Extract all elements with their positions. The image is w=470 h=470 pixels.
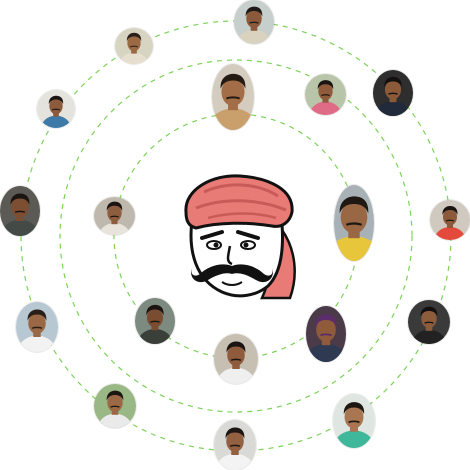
person-photo-icon [305, 74, 346, 115]
member-avatar[interactable] [408, 300, 450, 344]
person-photo-icon [0, 186, 40, 236]
person-photo-icon [212, 64, 254, 130]
member-avatar[interactable] [16, 302, 58, 352]
person-photo-icon [373, 70, 413, 116]
member-avatar[interactable] [94, 197, 135, 235]
person-photo-icon [234, 0, 274, 44]
member-avatar[interactable] [430, 200, 470, 240]
person-photo-icon [430, 200, 470, 240]
member-avatar[interactable] [214, 420, 256, 470]
member-avatar[interactable] [234, 0, 274, 44]
person-photo-icon [16, 302, 58, 352]
member-avatar[interactable] [135, 298, 175, 344]
person-photo-icon [94, 197, 135, 235]
member-avatar[interactable] [214, 334, 258, 384]
person-photo-icon [333, 394, 375, 448]
person-photo-icon [135, 298, 175, 344]
person-photo-icon [115, 28, 153, 64]
person-photo-icon [334, 185, 374, 261]
person-photo-icon [408, 300, 450, 344]
person-photo-icon [214, 420, 256, 470]
member-avatar[interactable] [306, 306, 346, 362]
turban-man-icon [184, 174, 296, 300]
member-avatar[interactable] [37, 90, 75, 128]
member-avatar[interactable] [333, 394, 375, 448]
member-avatar[interactable] [305, 74, 346, 115]
person-photo-icon [94, 384, 136, 428]
person-photo-icon [214, 334, 258, 384]
middle-orbit [59, 59, 413, 413]
member-avatar[interactable] [212, 64, 254, 130]
turban-mustache-logo [178, 168, 304, 300]
member-avatar[interactable] [334, 185, 374, 261]
person-photo-icon [306, 306, 346, 362]
member-avatar[interactable] [94, 384, 136, 428]
member-avatar[interactable] [115, 28, 153, 64]
member-avatar[interactable] [0, 186, 40, 236]
person-photo-icon [37, 90, 75, 128]
member-avatar[interactable] [373, 70, 413, 116]
